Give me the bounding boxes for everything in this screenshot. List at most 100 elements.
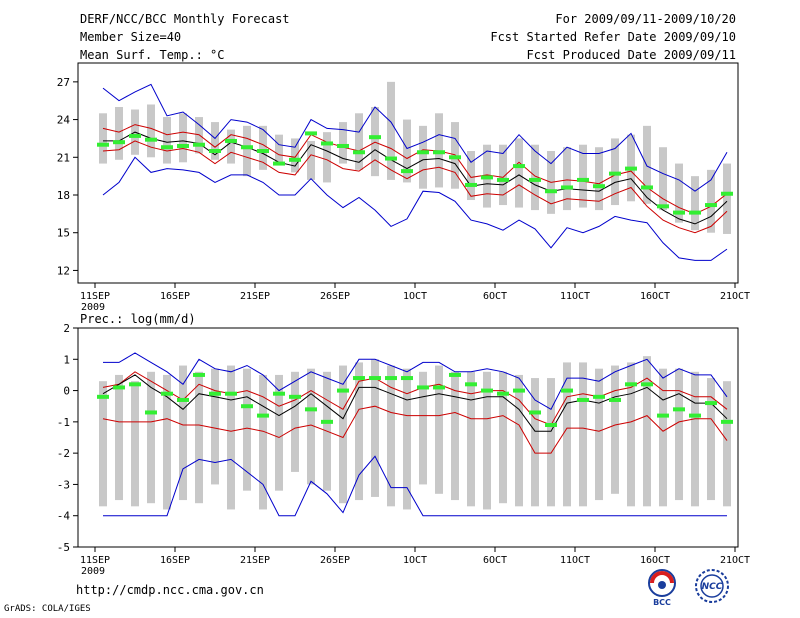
temp-obs-marker bbox=[369, 135, 381, 140]
temp-obs-marker bbox=[113, 140, 125, 145]
temp-spread-box bbox=[659, 147, 667, 211]
temp-spread-box bbox=[339, 122, 347, 164]
prec-y-tick-label: -2 bbox=[57, 447, 70, 460]
prec-spread-box bbox=[147, 371, 155, 504]
prec-y-tick-label: 0 bbox=[63, 385, 70, 398]
prec-spread-box bbox=[99, 381, 107, 507]
temp-obs-marker bbox=[689, 210, 701, 215]
temp-obs-marker bbox=[385, 156, 397, 161]
temp-spread-box bbox=[531, 144, 539, 211]
prec-y-tick-label: -5 bbox=[57, 541, 70, 554]
temp-spread-box bbox=[163, 117, 171, 164]
prec-obs-marker bbox=[129, 382, 141, 387]
prec-spread-box bbox=[563, 362, 571, 507]
prec-obs-marker bbox=[433, 385, 445, 390]
temp-obs-marker bbox=[129, 133, 141, 138]
bcc-logo-text: BCC bbox=[653, 598, 671, 607]
temp-x-tick-label: 16OCT bbox=[640, 291, 670, 302]
temp-min-line bbox=[102, 156, 728, 261]
prec-obs-marker bbox=[705, 401, 717, 406]
prec-spread-box bbox=[419, 371, 427, 485]
chart-title: DERF/NCC/BCC Monthly Forecast bbox=[80, 12, 290, 26]
prec-obs-marker bbox=[545, 422, 557, 427]
prec-obs-marker bbox=[657, 413, 669, 418]
temp-spread-box bbox=[387, 81, 395, 180]
temp-obs-marker bbox=[417, 150, 429, 155]
prec-obs-marker bbox=[257, 413, 269, 418]
prec-obs-marker bbox=[481, 388, 493, 393]
prec-spread-box bbox=[547, 378, 555, 507]
temp-mean-line bbox=[103, 131, 728, 225]
variable-label-prec: Prec.: log(mm/d) bbox=[80, 312, 196, 326]
variable-label-temp: Mean Surf. Temp.: °C bbox=[80, 48, 225, 62]
temp-x-tick-label: 1OCT bbox=[403, 291, 427, 302]
temp-obs-marker bbox=[161, 145, 173, 150]
temp-spread-box bbox=[323, 132, 331, 183]
temp-upper-line bbox=[102, 124, 728, 215]
temp-obs-marker bbox=[97, 142, 109, 147]
prec-obs-marker bbox=[641, 382, 653, 387]
prec-y-tick-label: 1 bbox=[63, 353, 70, 366]
temp-spread-box bbox=[227, 129, 235, 164]
temp-obs-marker bbox=[193, 142, 205, 147]
temp-y-tick-label: 12 bbox=[57, 264, 70, 277]
prec-obs-marker bbox=[209, 391, 221, 396]
temp-obs-marker bbox=[433, 150, 445, 155]
prec-obs-marker bbox=[465, 382, 477, 387]
prec-obs-marker bbox=[673, 407, 685, 412]
prec-obs-marker bbox=[513, 388, 525, 393]
prec-x-tick-label: 16SEP bbox=[160, 555, 190, 566]
temp-obs-marker bbox=[625, 166, 637, 171]
prec-x-tick-label: 11OCT bbox=[560, 555, 590, 566]
prec-mean-line bbox=[102, 374, 728, 432]
prec-y-tick-label: 2 bbox=[63, 322, 70, 335]
source-url[interactable]: http://cmdp.ncc.cma.gov.cn bbox=[76, 583, 264, 597]
temp-obs-marker bbox=[177, 143, 189, 148]
temp-obs-marker bbox=[209, 149, 221, 153]
temp-obs-marker bbox=[705, 203, 717, 208]
prec-x-tick-label: 16OCT bbox=[640, 555, 670, 566]
temp-spread-box bbox=[211, 122, 219, 160]
temp-y-tick-label: 15 bbox=[57, 227, 70, 240]
prec-obs-marker bbox=[273, 391, 285, 396]
prec-min-line bbox=[103, 455, 727, 517]
prec-spread-box bbox=[355, 362, 363, 501]
temp-spread-box bbox=[723, 163, 731, 234]
prec-obs-marker bbox=[97, 394, 109, 399]
prec-spread-box bbox=[515, 374, 523, 507]
temp-obs-marker bbox=[641, 185, 653, 190]
prec-spread-box bbox=[707, 378, 715, 501]
temp-spread-box bbox=[467, 151, 475, 201]
fcst-produced-date: Fcst Produced Date 2009/09/11 bbox=[526, 48, 736, 62]
ncc-logo: NCC bbox=[695, 569, 729, 603]
temp-obs-marker bbox=[465, 182, 477, 187]
temp-x-tick-label: 6OCT bbox=[483, 291, 507, 302]
prec-obs-marker bbox=[321, 419, 333, 424]
prec-spread-box bbox=[227, 365, 235, 510]
temp-obs-marker bbox=[289, 157, 301, 162]
temp-max-line bbox=[102, 83, 728, 192]
bcc-logo-dot bbox=[658, 581, 666, 589]
prec-spread-box bbox=[627, 362, 635, 507]
prec-x-tick-label: 21SEP bbox=[240, 555, 270, 566]
prec-spread-box bbox=[339, 365, 347, 504]
temp-obs-marker bbox=[353, 150, 365, 155]
temp-obs-marker bbox=[561, 185, 573, 190]
prec-obs-marker bbox=[561, 388, 573, 393]
prec-obs-marker bbox=[625, 382, 637, 387]
temp-obs-marker bbox=[273, 161, 285, 166]
temp-obs-marker bbox=[337, 143, 349, 148]
temp-obs-marker bbox=[593, 184, 605, 189]
temp-spread-box bbox=[355, 113, 363, 170]
prec-spread-box bbox=[595, 368, 603, 501]
temp-x-tick-label: 11OCT bbox=[560, 291, 590, 302]
temp-spread-box bbox=[691, 176, 699, 231]
prec-obs-marker bbox=[577, 397, 589, 402]
prec-obs-marker bbox=[417, 385, 429, 390]
ncc-logo-inner-ring bbox=[700, 574, 724, 598]
temp-spread-box bbox=[115, 107, 123, 160]
bcc-logo: BCC bbox=[648, 569, 676, 607]
temp-spread-box bbox=[307, 140, 315, 180]
temp-spread-box bbox=[403, 119, 411, 183]
